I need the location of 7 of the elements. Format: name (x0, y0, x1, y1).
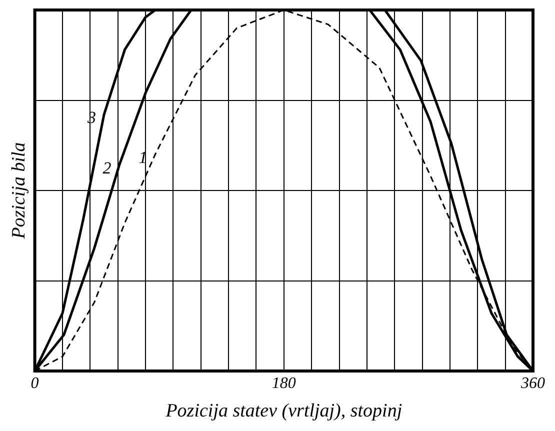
x-tick-label: 180 (272, 374, 296, 392)
x-axis-title: Pozicija statev (vrtljaj), stopinj (164, 400, 402, 422)
series-label: 1 (138, 148, 148, 167)
series-label: 2 (102, 158, 112, 178)
x-tick-label: 360 (520, 374, 545, 392)
x-tick-label: 0 (30, 374, 39, 392)
y-axis-title: Pozicija bila (8, 142, 30, 240)
